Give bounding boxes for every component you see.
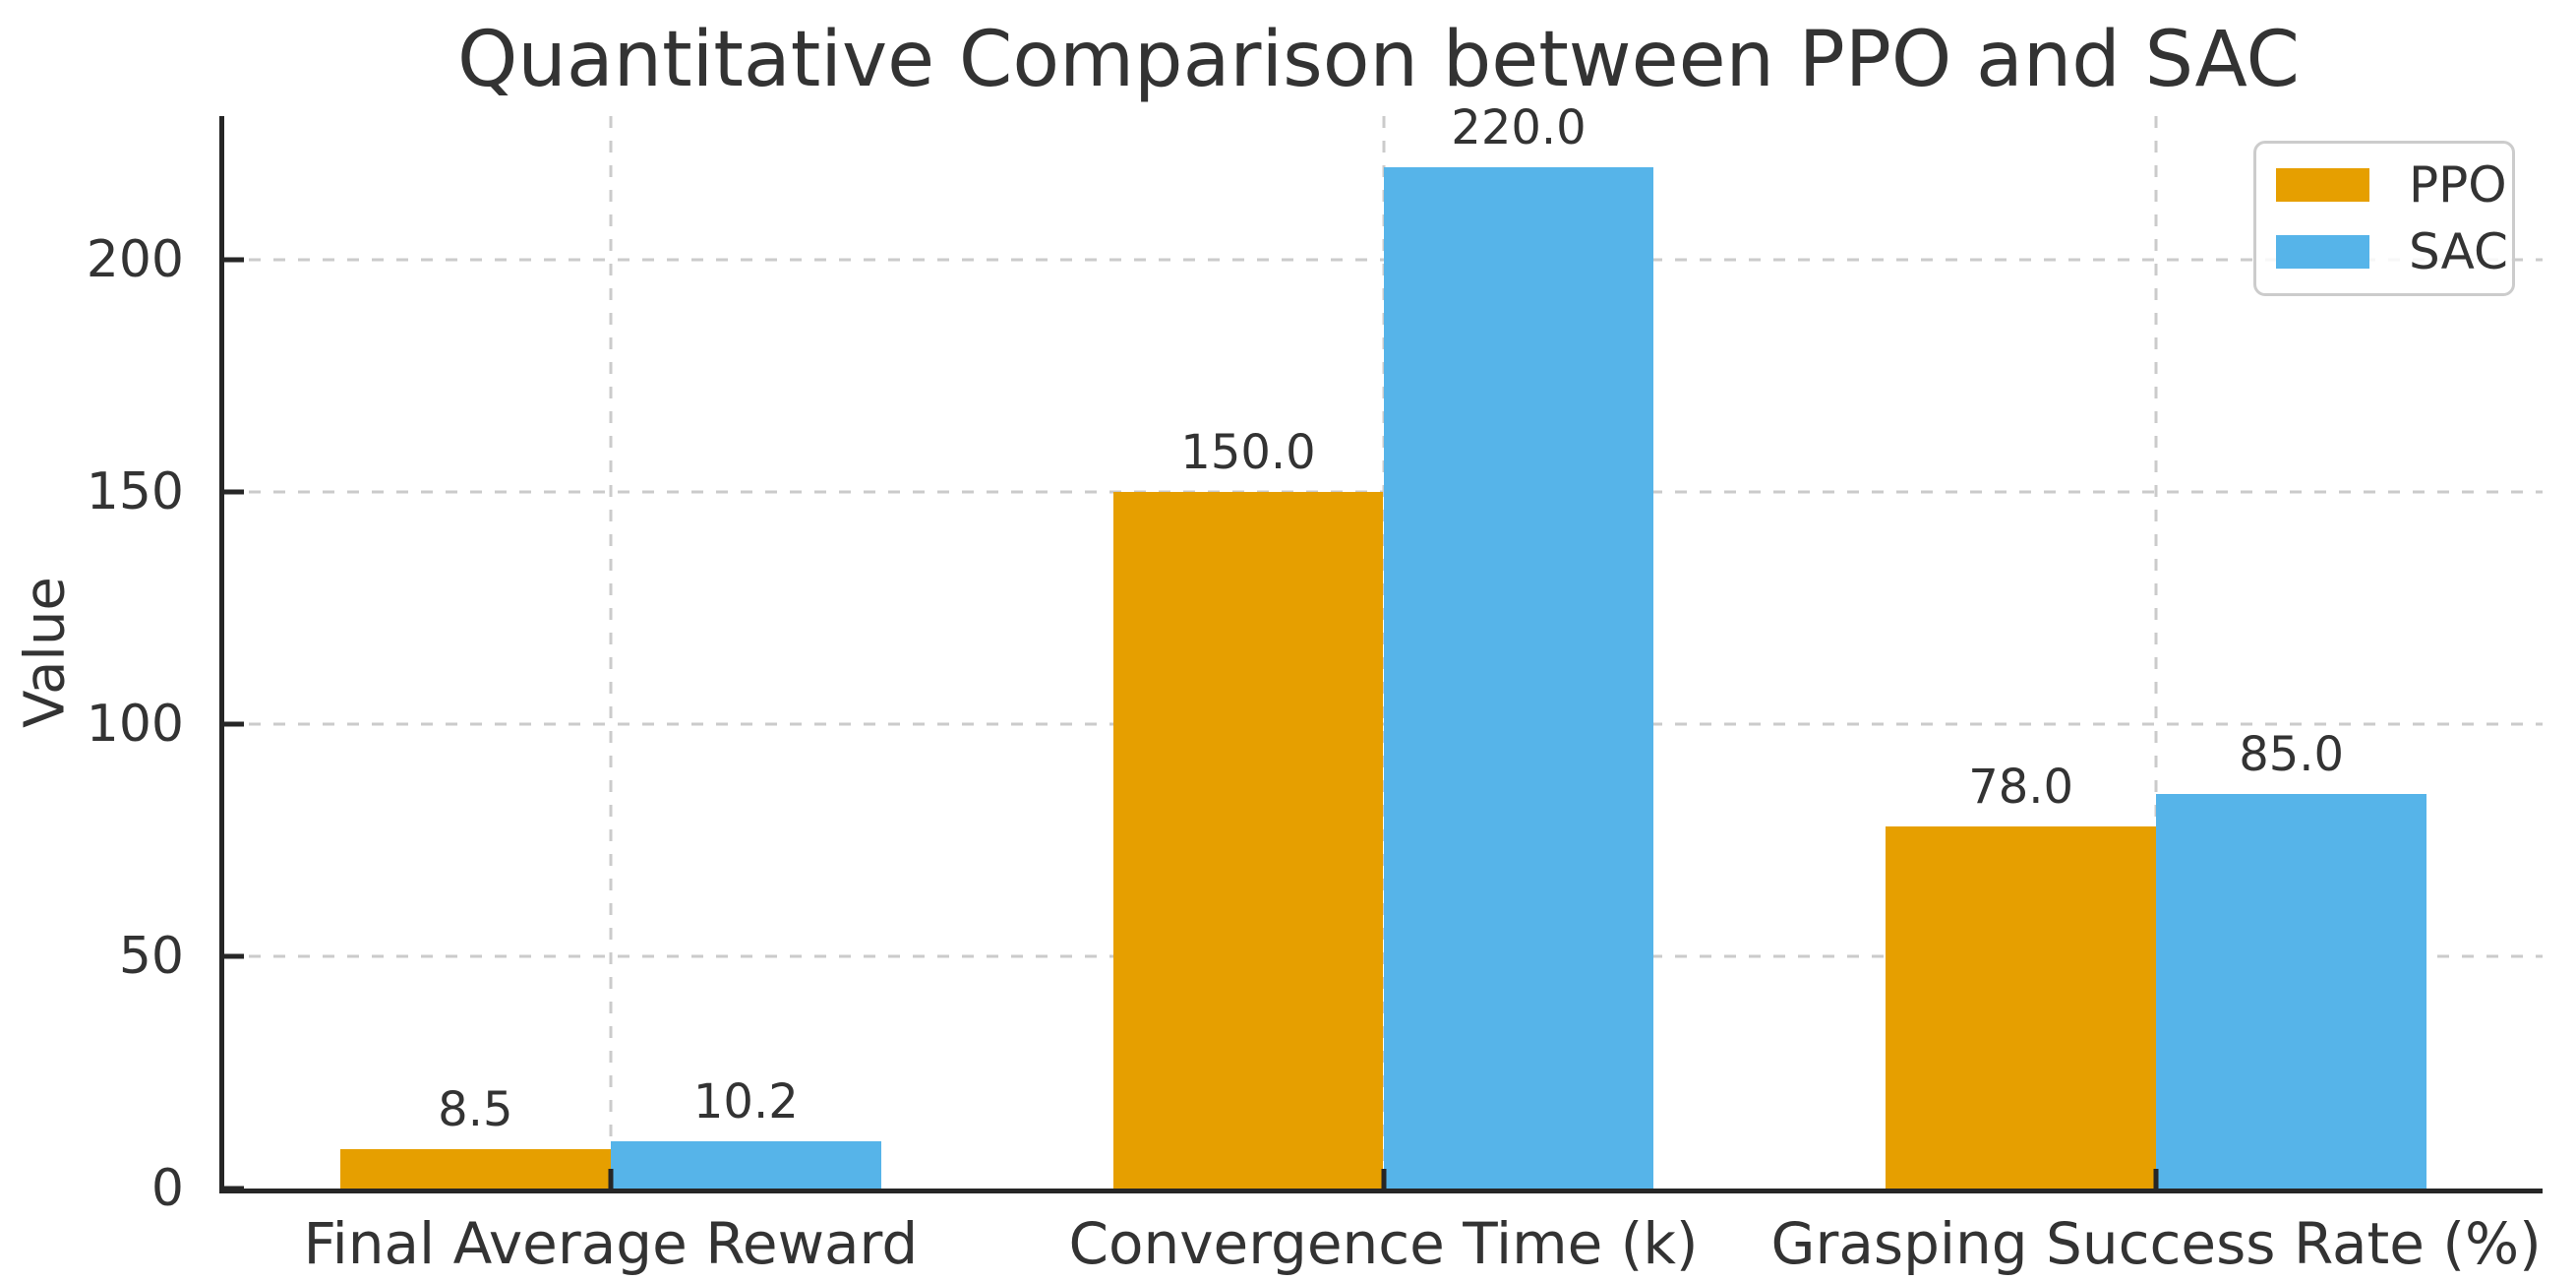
y-tick-label: 200 [86,230,184,290]
y-tick-mark [224,953,244,959]
bar-sac-2: 220.0 [1383,104,1654,1189]
gridline-vertical [609,116,613,1189]
chart-title: Quantitative Comparison between PPO and … [457,16,2300,104]
bar-value-label: 78.0 [1968,759,2074,815]
legend-label: SAC [2409,223,2508,280]
y-tick-mark [224,721,244,727]
bar-value-label: 220.0 [1451,99,1587,155]
x-category-label: Final Average Reward [303,1210,919,1277]
x-category-label: Convergence Time (k) [1068,1210,1699,1277]
bar-sac-1: 10.2 [610,1078,881,1189]
y-tick-label: 150 [86,462,184,522]
y-tick-mark [224,1186,244,1191]
gridline-vertical [2154,116,2158,1189]
bar-ppo-1: 8.5 [339,1086,611,1189]
y-tick-mark [224,489,244,495]
x-category-label: Grasping Success Rate (%) [1770,1210,2542,1277]
legend-swatch-ppo [2276,168,2369,202]
legend: PPO SAC [2253,141,2515,296]
legend-swatch-sac [2276,235,2369,269]
bar-ppo-2: 150.0 [1112,429,1384,1189]
y-tick-label: 0 [150,1159,184,1218]
bar-ppo-3: 78.0 [1886,763,2157,1189]
bar-value-label: 10.2 [692,1073,799,1129]
legend-label: PPO [2409,156,2507,214]
plot-area: 0 50 100 150 200 Final Average Reward Converge… [87,104,2543,1272]
x-tick-mark [608,1169,614,1189]
bar-value-label: 8.5 [438,1081,513,1137]
y-tick-mark [224,257,244,263]
x-tick-mark [2153,1169,2159,1189]
legend-entry-ppo: PPO [2276,160,2507,210]
y-tick-label: 50 [118,927,184,987]
y-axis-label: Value [13,577,78,728]
legend-entry-sac: SAC [2276,227,2508,276]
bar-sac-3: 85.0 [2156,731,2427,1189]
bar-value-label: 85.0 [2239,726,2345,782]
bar-value-label: 150.0 [1180,425,1316,481]
y-tick-label: 100 [86,695,184,755]
x-tick-mark [1381,1169,1386,1189]
